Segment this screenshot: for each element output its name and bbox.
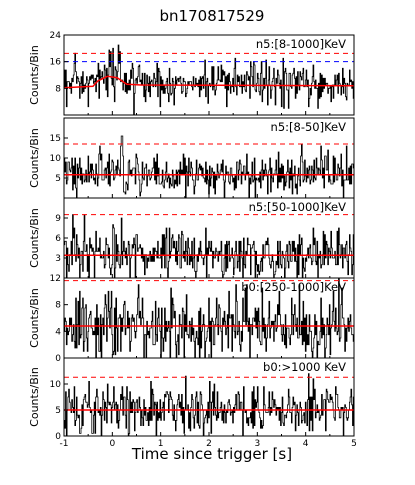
count-histogram-5 (64, 373, 354, 436)
x-tick-label-5: 3 (254, 439, 260, 449)
y-axis-label-5: Counts/Bin (28, 367, 41, 427)
panel-1: 8 16 24 n5:[8-1000]KeV Counts/Bin (28, 31, 355, 116)
x-tick-label-2: 0 (109, 439, 115, 449)
x-tick-label-6: 4 (303, 439, 309, 449)
x-tick-label-1: -1 (60, 439, 69, 449)
y-tick-label-3-3: 9 (55, 214, 61, 224)
panel-2: 5 10 15 n5:[8-50]KeV Counts/Bin (28, 117, 355, 199)
figure-title: bn170817529 (160, 7, 265, 25)
y-tick-label-4-3: 8 (55, 301, 61, 311)
y-tick-label-2-1: 5 (55, 174, 61, 184)
count-histogram-1 (64, 44, 354, 115)
y-tick-label-1-1: 8 (55, 84, 61, 94)
count-histogram-3 (64, 214, 354, 278)
y-tick-label-4-4: 12 (50, 274, 61, 284)
y-tick-label-3-2: 6 (55, 234, 61, 244)
background-fit-1 (64, 75, 354, 89)
y-axis-label-2: Counts/Bin (28, 128, 41, 188)
panel-label-4: b0:[250-1000]KeV (241, 280, 346, 294)
count-histogram-2 (64, 135, 354, 198)
panel-stack: 81624n5:[8-1000]KeVCounts/Bin51015n5:[8-… (28, 31, 357, 449)
y-tick-label-4-1: 0 (55, 354, 61, 364)
y-tick-label-5-3: 10 (50, 380, 62, 390)
y-tick-label-5-2: 5 (55, 406, 61, 416)
y-tick-label-3-1: 3 (55, 254, 61, 264)
y-axis-label-4: Counts/Bin (28, 288, 41, 348)
y-tick-label-2-3: 15 (50, 134, 61, 144)
panel-label-3: n5:[50-1000]KeV (249, 200, 347, 214)
panel-label-1: n5:[8-1000]KeV (256, 37, 346, 51)
x-axis-label: Time since trigger [s] (131, 445, 292, 463)
x-tick-label-7: 5 (351, 439, 357, 449)
panel-label-5: b0:>1000 KeV (263, 360, 346, 374)
y-tick-label-4-2: 4 (55, 327, 61, 337)
y-tick-label-2-2: 10 (50, 154, 62, 164)
y-tick-label-5-1: 0 (55, 432, 61, 442)
panel-label-2: n5:[8-50]KeV (271, 120, 347, 134)
count-histogram-4 (64, 278, 354, 358)
x-tick-label-4: 2 (206, 439, 212, 449)
y-axis-label-1: Counts/Bin (28, 45, 41, 105)
y-tick-label-1-2: 16 (50, 58, 62, 68)
x-tick-label-3: 1 (158, 439, 164, 449)
y-axis-label-3: Counts/Bin (28, 208, 41, 268)
panel-3: 3 6 9 n5:[50-1000]KeV Counts/Bin (28, 197, 355, 279)
y-tick-label-1-3: 24 (50, 31, 62, 41)
panel-4: 0 4 8 12 b0:[250-1000]KeV Counts/Bin (28, 274, 355, 364)
